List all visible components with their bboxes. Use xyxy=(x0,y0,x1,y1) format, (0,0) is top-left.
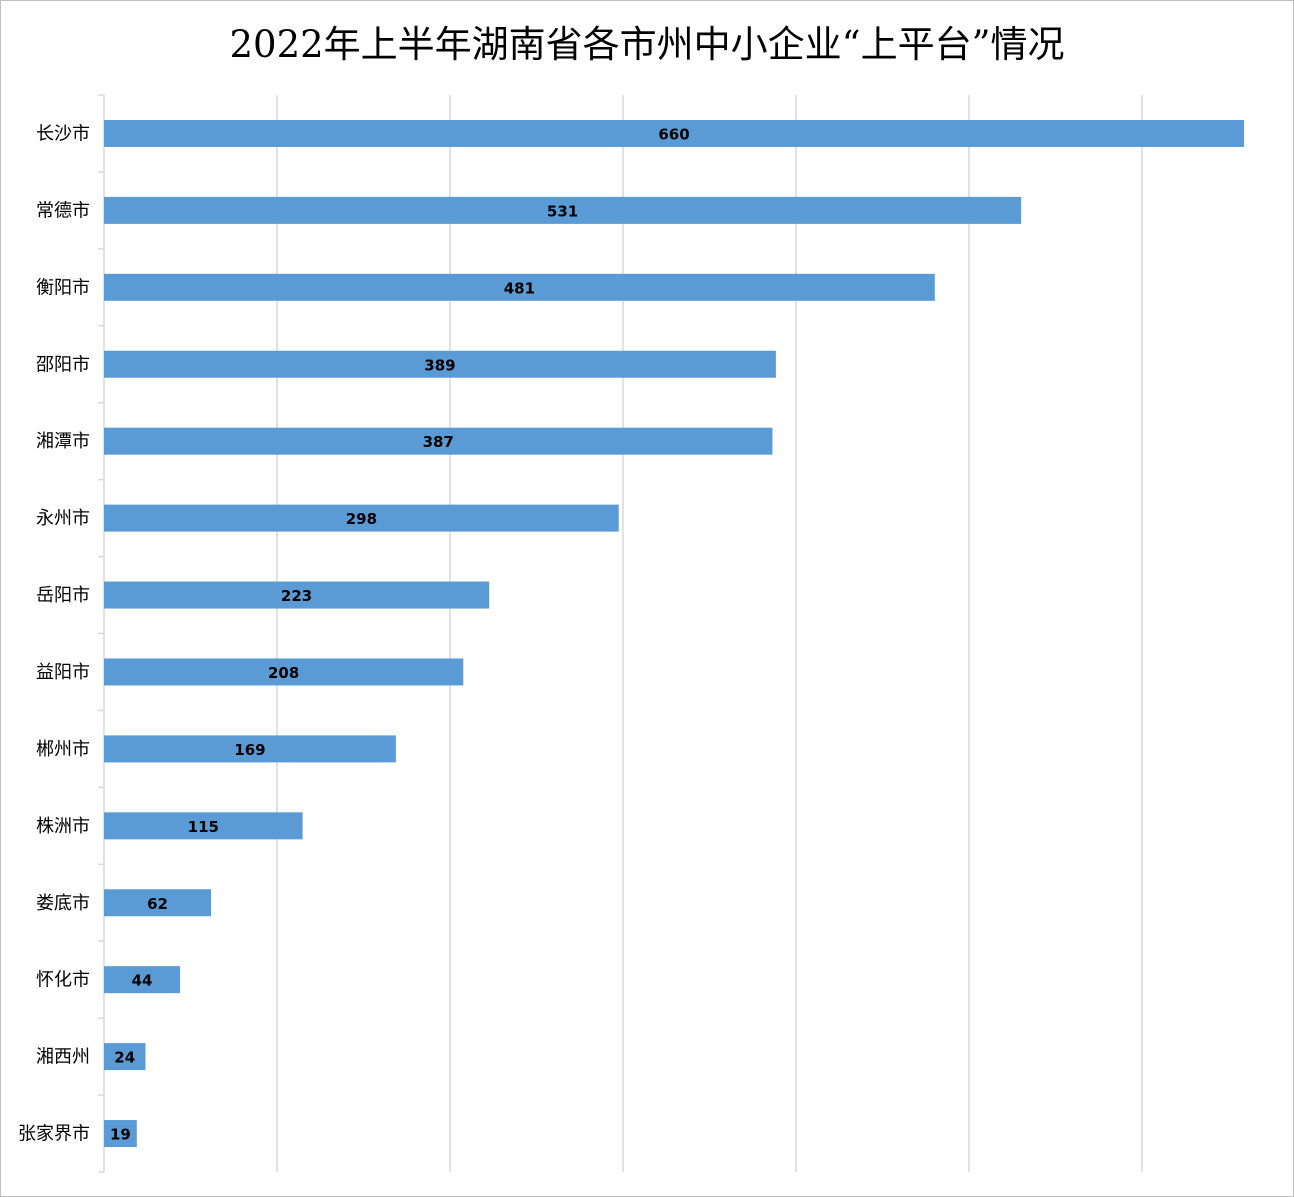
data-label: 62 xyxy=(147,895,168,913)
data-label: 24 xyxy=(114,1049,135,1067)
data-label: 481 xyxy=(504,279,535,297)
data-label: 531 xyxy=(547,202,578,220)
gridlines xyxy=(276,95,1143,1172)
category-label: 湘西州 xyxy=(36,1047,90,1068)
category-label: 邵阳市 xyxy=(36,354,90,375)
data-label: 223 xyxy=(281,587,312,605)
bar xyxy=(104,196,1022,224)
category-label: 长沙市 xyxy=(36,123,90,144)
category-axis xyxy=(98,94,105,1173)
data-label: 387 xyxy=(423,433,454,451)
bar xyxy=(104,966,180,994)
category-label: 张家界市 xyxy=(18,1124,90,1145)
bar xyxy=(104,119,1244,147)
bar xyxy=(104,350,776,378)
data-label: 208 xyxy=(268,664,299,682)
bar xyxy=(104,889,212,917)
bar xyxy=(104,812,303,840)
data-label: 19 xyxy=(110,1126,131,1144)
category-label: 衡阳市 xyxy=(36,277,90,298)
data-label: 44 xyxy=(132,972,153,990)
bar xyxy=(104,735,396,763)
category-label: 怀化市 xyxy=(36,970,90,991)
category-label: 娄底市 xyxy=(36,893,90,914)
bar xyxy=(104,1043,146,1071)
category-label: 湘潭市 xyxy=(36,431,90,452)
data-label: 115 xyxy=(188,818,219,836)
data-label: 169 xyxy=(234,741,265,759)
bars xyxy=(104,119,1244,1148)
bar xyxy=(104,273,935,301)
chart-title: 2022年上半年湖南省各市州中小企业“上平台”情况 xyxy=(229,23,1065,66)
data-label: 660 xyxy=(658,125,689,143)
data-label: 389 xyxy=(424,356,455,374)
labels: 长沙市 660 常德市 531 衡阳市 481 邵阳市 389 湘潭市 387 永州市 298 岳阳市 2… xyxy=(18,123,690,1144)
category-label: 岳阳市 xyxy=(36,585,90,606)
bar xyxy=(104,581,490,609)
category-label: 郴州市 xyxy=(36,739,90,760)
bar xyxy=(104,427,773,455)
data-label: 298 xyxy=(346,510,377,528)
bar xyxy=(104,658,464,686)
bar xyxy=(104,504,619,532)
category-label: 株洲市 xyxy=(36,816,90,837)
category-label: 益阳市 xyxy=(36,662,90,683)
category-label: 永州市 xyxy=(36,508,90,529)
bar xyxy=(104,1120,137,1148)
category-label: 常德市 xyxy=(36,200,90,221)
